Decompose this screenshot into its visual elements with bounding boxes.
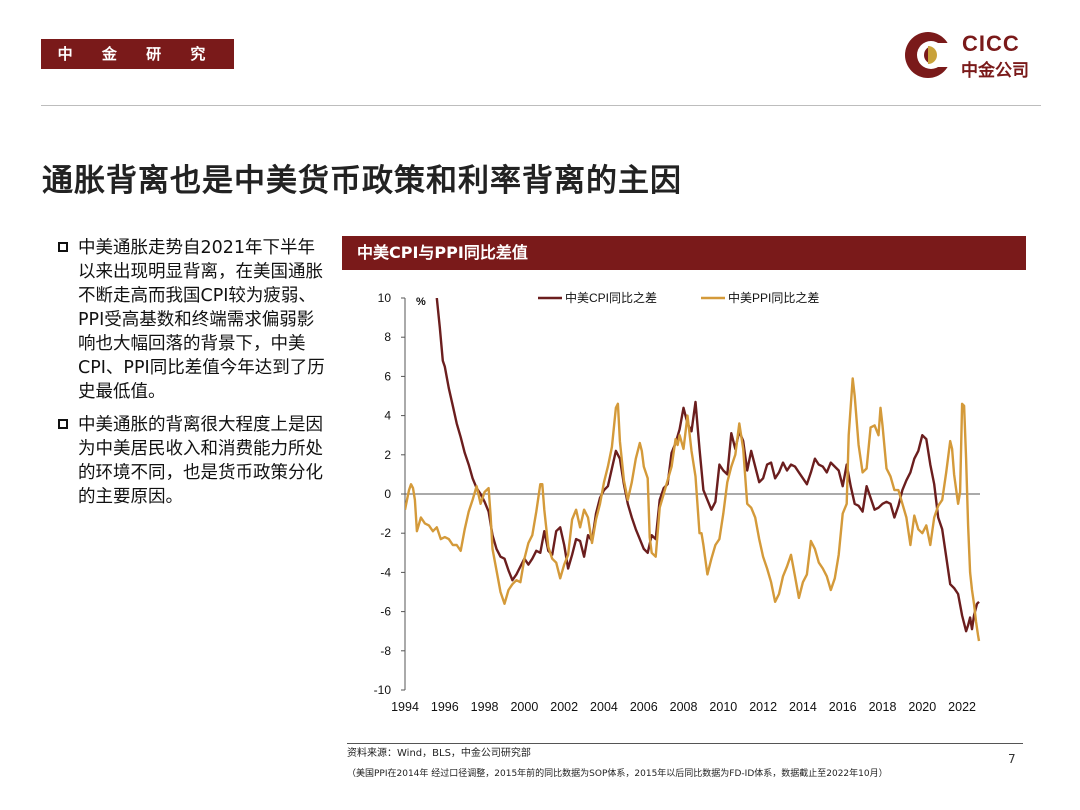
bullet-square-icon bbox=[58, 419, 68, 429]
source-note: 资料来源：Wind，BLS，中金公司研究部 （美国PPI在2014年 经过口径调… bbox=[347, 743, 1023, 782]
x-tick-label: 2022 bbox=[948, 700, 976, 714]
company-logo: CICC 中金公司 bbox=[902, 29, 1042, 81]
x-tick-label: 2010 bbox=[709, 700, 737, 714]
y-tick-label: -8 bbox=[380, 644, 391, 658]
y-tick-label: 10 bbox=[378, 291, 392, 305]
chart-title: 中美CPI与PPI同比差值 bbox=[357, 243, 528, 262]
y-tick-label: -6 bbox=[380, 605, 391, 619]
y-tick-label: -10 bbox=[374, 683, 392, 697]
y-tick-label: 4 bbox=[384, 409, 391, 423]
y-axis-unit: % bbox=[416, 296, 426, 308]
bullet-list: 中美通胀走势自2021年下半年以来出现明显背离，在美国通胀不断走高而我国CPI较… bbox=[58, 236, 328, 518]
x-tick-label: 2020 bbox=[908, 700, 936, 714]
bullet-text: 中美通胀的背离很大程度上是因为中美居民收入和消费能力所处的环境不同，也是货币政策… bbox=[78, 415, 323, 507]
x-tick-label: 2000 bbox=[510, 700, 538, 714]
y-tick-label: -2 bbox=[380, 526, 391, 540]
x-tick-label: 2016 bbox=[829, 700, 857, 714]
page-number: 7 bbox=[1008, 752, 1016, 766]
legend-label: 中美PPI同比之差 bbox=[728, 290, 819, 305]
x-tick-label: 2018 bbox=[869, 700, 897, 714]
x-tick-label: 2012 bbox=[749, 700, 777, 714]
y-tick-label: -4 bbox=[380, 565, 391, 579]
bullet-square-icon bbox=[58, 242, 68, 252]
source-footnote: （美国PPI在2014年 经过口径调整，2015年前的同比数据为SOP体系，20… bbox=[347, 769, 888, 779]
x-tick-label: 2014 bbox=[789, 700, 817, 714]
x-tick-label: 2006 bbox=[630, 700, 658, 714]
cicc-logo-icon bbox=[905, 32, 954, 78]
bullet-item: 中美通胀走势自2021年下半年以来出现明显背离，在美国通胀不断走高而我国CPI较… bbox=[58, 236, 328, 404]
y-tick-label: 6 bbox=[384, 369, 391, 383]
x-tick-label: 1994 bbox=[391, 700, 419, 714]
header-divider bbox=[41, 105, 1041, 106]
x-tick-label: 2004 bbox=[590, 700, 618, 714]
slide-title: 通胀背离也是中美货币政策和利率背离的主因 bbox=[42, 163, 682, 199]
logo-text-cn: 中金公司 bbox=[961, 61, 1029, 81]
x-tick-label: 2002 bbox=[550, 700, 578, 714]
bullet-item: 中美通胀的背离很大程度上是因为中美居民收入和消费能力所处的环境不同，也是货币政策… bbox=[58, 413, 328, 509]
x-tick-label: 1996 bbox=[431, 700, 459, 714]
logo-text-en: CICC bbox=[962, 31, 1020, 56]
series-line-2 bbox=[405, 377, 981, 642]
x-tick-label: 2008 bbox=[670, 700, 698, 714]
x-tick-label: 1998 bbox=[471, 700, 499, 714]
source-line: 资料来源：Wind，BLS，中金公司研究部 bbox=[347, 748, 531, 759]
y-tick-label: 0 bbox=[384, 487, 391, 501]
bullet-text: 中美通胀走势自2021年下半年以来出现明显背离，在美国通胀不断走高而我国CPI较… bbox=[78, 238, 325, 402]
department-label: 中 金 研 究 部 bbox=[41, 39, 234, 93]
series-line-1 bbox=[435, 298, 980, 633]
legend-label: 中美CPI同比之差 bbox=[565, 290, 657, 305]
y-tick-label: 2 bbox=[384, 448, 391, 462]
y-tick-label: 8 bbox=[384, 330, 391, 344]
chart-header: 中美CPI与PPI同比差值 bbox=[342, 236, 1026, 270]
